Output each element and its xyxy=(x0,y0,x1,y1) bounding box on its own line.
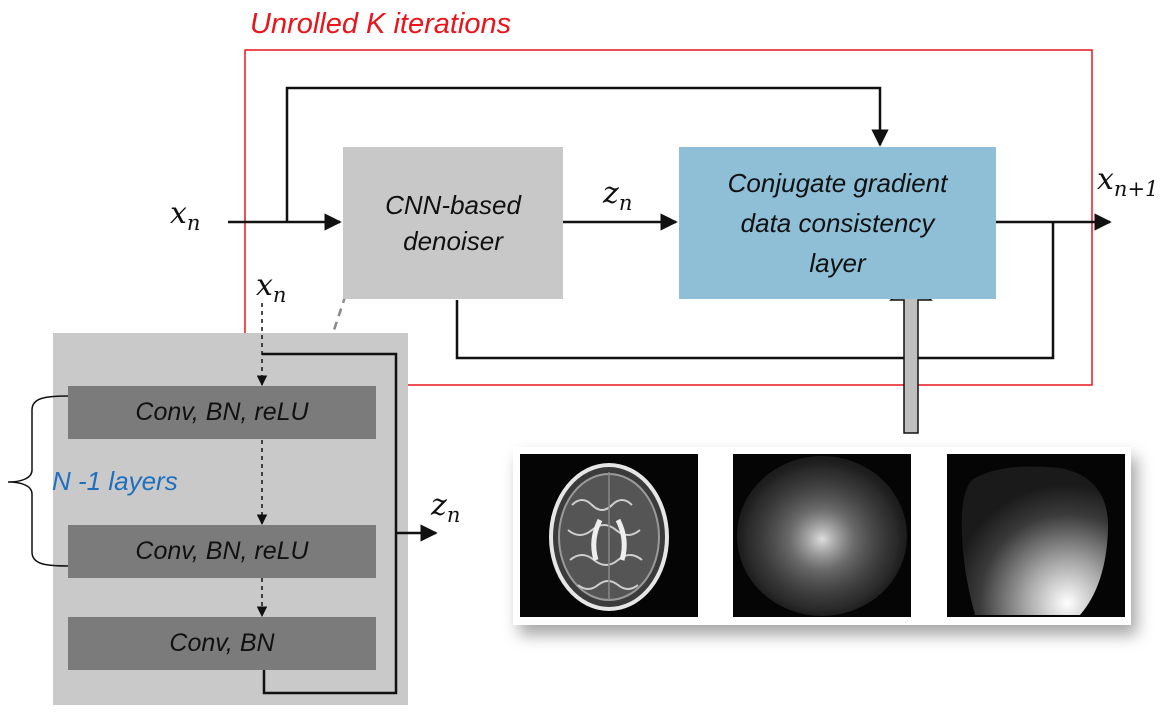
frame-title: Unrolled K iterations xyxy=(250,8,512,40)
denoiser-block: CNN-based denoiser xyxy=(343,147,563,299)
denoiser-label-line2: denoiser xyxy=(403,226,503,256)
undersampling-mask xyxy=(733,454,911,617)
output-signal-label: xn+1 xyxy=(1097,162,1159,201)
cg-label-line2: data consistency xyxy=(740,207,935,238)
cg-block: Conjugate gradient data consistency laye… xyxy=(679,147,996,299)
denoised-signal-label: zn xyxy=(603,176,633,215)
panel-output-label: zn xyxy=(431,488,461,527)
iteration-loop-line xyxy=(455,222,1055,360)
residual-line xyxy=(262,352,398,695)
conv-bn-layer: Conv, BN xyxy=(68,617,376,670)
unrolled-frame xyxy=(244,49,1093,386)
layers-brace xyxy=(7,395,69,567)
layer-count-label: N -1 layers xyxy=(52,466,178,496)
conv-bn-relu-layer-2: Conv, BN, reLU xyxy=(68,525,376,578)
denoiser-label-line1: CNN-based xyxy=(385,189,521,220)
skip-connection-line xyxy=(285,86,889,222)
brain-mr-image xyxy=(520,454,698,617)
cg-label-line3: layer xyxy=(809,248,866,279)
input-signal-label: xn xyxy=(170,196,201,235)
coil-sensitivity-map xyxy=(947,454,1125,617)
zoom-link-line xyxy=(331,281,352,334)
panel-input-label: xn xyxy=(256,268,287,307)
conv-bn-relu-layer-1: Conv, BN, reLU xyxy=(68,386,376,439)
cg-label-line1: Conjugate gradient xyxy=(727,167,948,198)
